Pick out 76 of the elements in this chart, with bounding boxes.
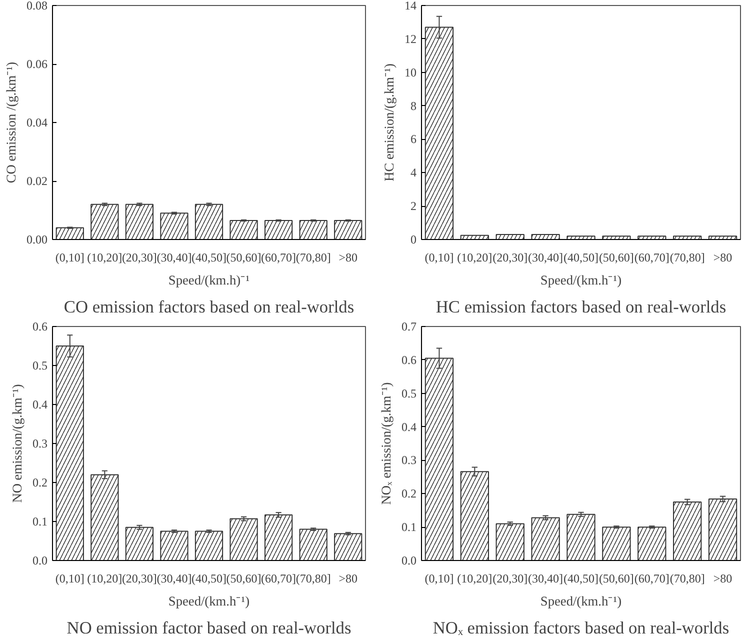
- y-tick-label: 0.02: [26, 174, 48, 188]
- y-tick-label: 8: [410, 98, 416, 113]
- y-tick-label: 0.2: [32, 476, 48, 490]
- x-tick-label: >80: [713, 250, 732, 264]
- y-tick-label: 2: [410, 199, 416, 214]
- y-tick-label: 4: [410, 166, 416, 180]
- x-tick-label: (20,30]: [122, 572, 157, 586]
- x-axis-title: Speed/(km.h⁻¹): [168, 594, 250, 608]
- x-tick-label: (20,30]: [122, 250, 157, 264]
- y-axis-title: CO emission /(g.km⁻¹): [4, 62, 18, 184]
- y-tick-label: 0.1: [402, 520, 416, 534]
- x-tick-label: (0,10]: [424, 572, 454, 586]
- x-tick-label: (10,20]: [87, 572, 122, 586]
- x-tick-label: (30,40]: [528, 250, 564, 264]
- y-tick-label: 0.4: [402, 420, 416, 434]
- x-tick-label: (60,70]: [634, 250, 670, 264]
- x-tick-label: (70,80]: [296, 250, 331, 264]
- y-tick-label: 0.06: [26, 57, 48, 71]
- y-tick-label: 0.4: [32, 398, 48, 412]
- x-tick-label: (40,50]: [564, 572, 599, 586]
- x-tick-label: (10,20]: [457, 572, 492, 586]
- x-tick-label: >80: [338, 250, 358, 264]
- x-tick-label: (50,60]: [598, 250, 634, 264]
- text: NOₓ emission factors based on real-worlds: [432, 618, 730, 638]
- x-tick-label: (70,80]: [670, 250, 705, 264]
- x-tick-label: (40,50]: [192, 250, 227, 264]
- x-tick-label: (0,10]: [55, 250, 84, 264]
- x-tick-label: (0,10]: [55, 572, 84, 586]
- y-tick-label: 0.2: [402, 486, 416, 501]
- y-tick-label: 0.6: [402, 352, 416, 367]
- y-tick-label: 6: [410, 132, 416, 146]
- text: CO emission factors based on real-worlds: [64, 298, 354, 316]
- y-tick-label: 12: [404, 32, 416, 46]
- y-axis-title: NOₓ emission/(g.km⁻¹): [378, 382, 394, 505]
- y-axis-title: NO emission/(g.km⁻¹): [10, 384, 24, 503]
- y-tick-label: 0.0: [32, 554, 48, 568]
- text: HC emission factors based on real-worlds: [436, 298, 726, 316]
- x-tick-label: (50,60]: [226, 250, 262, 264]
- y-tick-label: 0.6: [32, 320, 48, 334]
- x-tick-label: >80: [338, 572, 358, 586]
- x-tick-label: (60,70]: [261, 572, 296, 586]
- x-tick-label: (50,60]: [226, 572, 262, 586]
- x-tick-label: (10,20]: [457, 250, 492, 264]
- x-tick-label: (0,10]: [424, 250, 454, 264]
- y-tick-label: 0.3: [32, 436, 48, 450]
- y-tick-label: 0.5: [402, 386, 416, 400]
- y-tick-label: 0.00: [26, 232, 48, 246]
- x-tick-label: (70,80]: [296, 572, 331, 586]
- x-tick-label: (30,40]: [156, 250, 192, 264]
- y-tick-label: 0.04: [26, 116, 48, 130]
- x-tick-label: (30,40]: [528, 572, 564, 586]
- x-axis-title: Speed/(km.h⁻¹): [540, 272, 622, 288]
- x-tick-label: (20,30]: [492, 572, 528, 586]
- x-tick-label: (50,60]: [598, 572, 634, 586]
- x-tick-label: (40,50]: [192, 572, 227, 586]
- y-axis-title: HC emission/(g.km⁻¹): [382, 64, 396, 182]
- y-tick-label: 0.08: [26, 0, 48, 12]
- y-tick-label: 0.7: [402, 320, 416, 334]
- x-tick-label: (20,30]: [492, 250, 528, 264]
- y-tick-label: 0.3: [402, 453, 416, 468]
- text: NO emission factor based on real-worlds: [66, 618, 352, 638]
- x-axis-title: Speed/(km.h⁻¹): [540, 594, 622, 608]
- y-tick-label: 10: [404, 65, 416, 80]
- x-tick-label: (60,70]: [634, 572, 670, 586]
- x-tick-label: (60,70]: [261, 250, 296, 264]
- x-tick-label: (30,40]: [156, 572, 192, 586]
- x-axis-title: Speed/(km.h)⁻¹: [168, 272, 250, 288]
- y-tick-label: 0.5: [32, 358, 48, 372]
- x-tick-label: (40,50]: [564, 250, 599, 264]
- y-tick-label: 14: [404, 0, 416, 12]
- x-tick-label: >80: [713, 572, 732, 586]
- y-tick-label: 0: [410, 232, 416, 246]
- x-tick-label: (70,80]: [670, 572, 705, 586]
- x-tick-label: (10,20]: [87, 250, 122, 264]
- y-tick-label: 0.1: [32, 514, 48, 528]
- y-tick-label: 0.0: [402, 554, 416, 568]
